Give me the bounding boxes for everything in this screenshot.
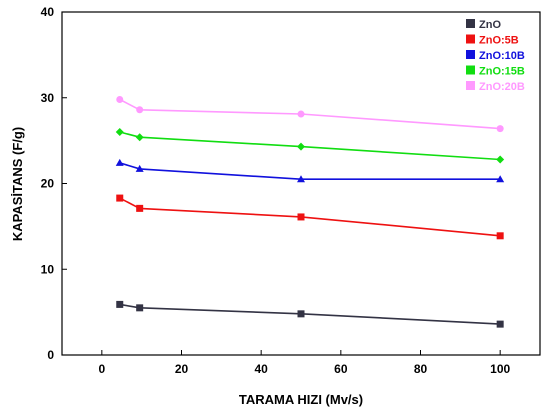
series-zno-10b: [115, 158, 505, 183]
legend-label: ZnO:20B: [479, 81, 525, 93]
data-point: [297, 175, 305, 183]
x-tick-label: 40: [254, 362, 268, 376]
data-point: [135, 133, 144, 142]
legend-swatch: [466, 34, 475, 44]
legend-swatch: [466, 19, 475, 28]
data-point: [496, 155, 505, 164]
data-point: [116, 194, 124, 202]
data-point: [297, 142, 305, 151]
series-zno: [116, 300, 504, 328]
x-axis-title: TARAMA HIZI (Mv/s): [239, 392, 363, 407]
legend-label: ZnO:15B: [479, 66, 525, 78]
y-tick-label: 40: [41, 5, 55, 19]
x-tick-label: 60: [334, 362, 348, 376]
legend-swatch: [466, 81, 475, 90]
data-point: [135, 164, 144, 172]
series-zno-5b: [116, 194, 504, 240]
y-tick-label: 0: [47, 348, 54, 362]
data-point: [496, 125, 504, 133]
axis-ticks: 0 20 40 60 80 100 0 10 20 30 40: [41, 5, 511, 376]
data-point: [115, 158, 124, 166]
data-point: [136, 204, 144, 212]
legend-swatch: [466, 65, 475, 75]
data-point: [116, 95, 124, 103]
data-point: [136, 304, 144, 312]
x-tick-label: 20: [175, 362, 189, 376]
legend-label: ZnO:5B: [479, 35, 519, 47]
legend-swatch: [466, 50, 475, 59]
data-point: [297, 310, 305, 318]
y-tick-label: 20: [41, 177, 55, 191]
series-layer: [115, 95, 505, 328]
series-line: [119, 303, 501, 325]
legend-label: ZnO: [479, 19, 501, 31]
data-point: [496, 232, 504, 240]
legend: ZnO ZnO:5B ZnO:10B ZnO:15B ZnO:20B: [466, 19, 525, 93]
x-tick-label: 100: [490, 362, 510, 376]
series-zno-20b: [116, 95, 504, 133]
y-tick-label: 10: [41, 262, 55, 276]
data-point: [297, 213, 305, 221]
series-line: [119, 162, 501, 180]
y-axis-title: KAPASİTANS (F/g): [10, 127, 25, 241]
series-line: [119, 131, 501, 161]
x-tick-label: 0: [98, 362, 105, 376]
data-point: [496, 320, 504, 328]
x-tick-label: 80: [414, 362, 428, 376]
data-point: [136, 106, 144, 114]
series-line: [119, 197, 501, 237]
series-line: [119, 98, 501, 130]
data-point: [297, 110, 305, 118]
series-zno-15b: [115, 128, 505, 164]
data-point: [115, 128, 124, 137]
y-tick-label: 30: [41, 91, 55, 105]
plot-frame: [61, 11, 541, 356]
data-point: [496, 175, 505, 183]
legend-label: ZnO:10B: [479, 50, 525, 62]
data-point: [116, 300, 124, 308]
